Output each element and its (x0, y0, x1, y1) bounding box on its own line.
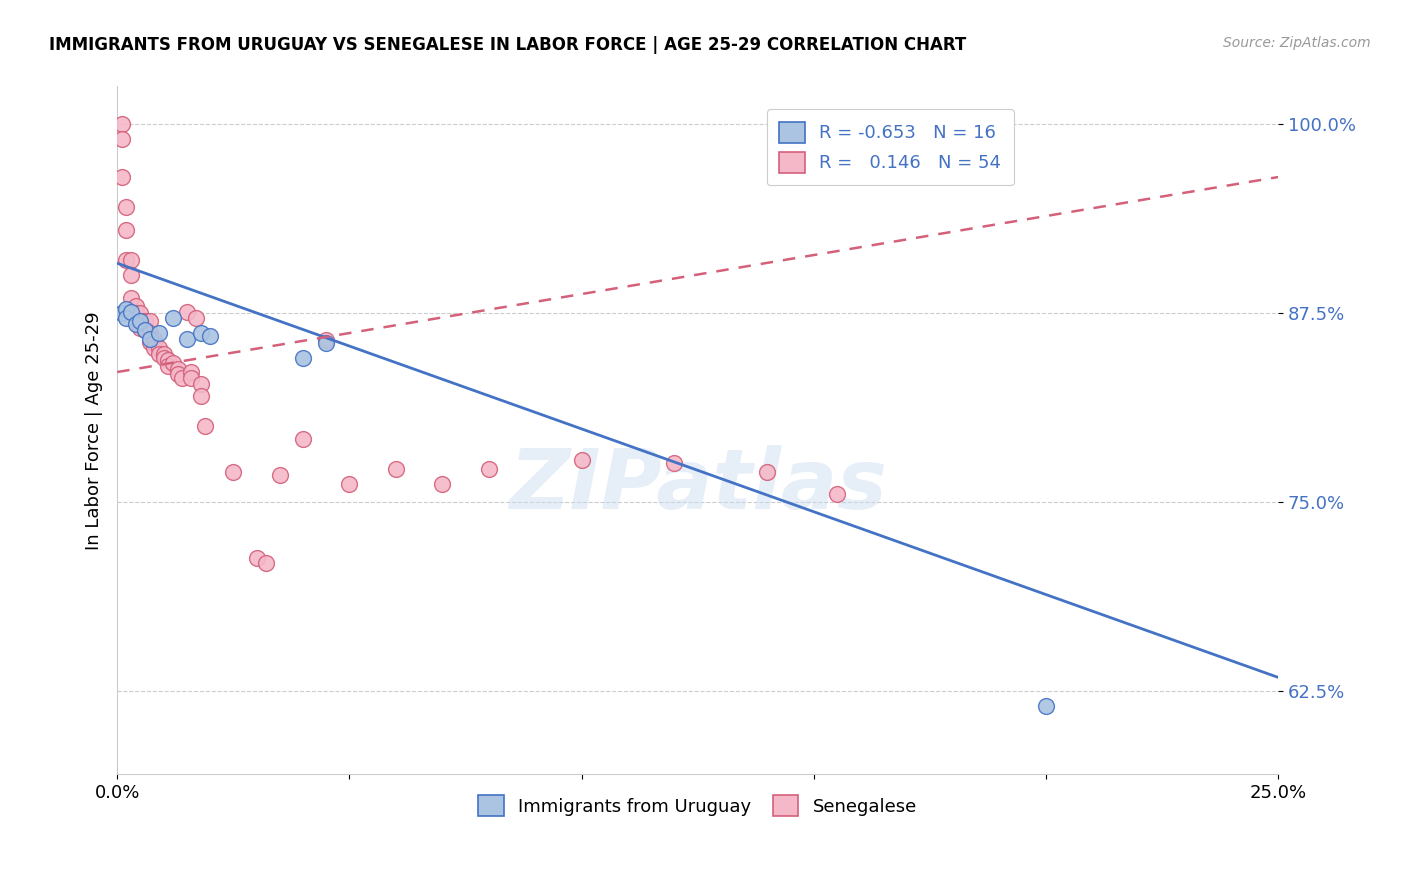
Point (115, 200, 138, 214)
Text: Source: ZipAtlas.com: Source: ZipAtlas.com (1223, 36, 1371, 50)
Point (190, 389, 212, 403)
Point (125, 306, 148, 320)
Point (125, 313, 148, 327)
Point (291, 432, 314, 446)
Point (315, 336, 337, 351)
Point (1035, 699, 1057, 714)
Y-axis label: In Labor Force | Age 25-29: In Labor Force | Age 25-29 (86, 311, 103, 549)
Point (129, 306, 152, 320)
Point (180, 365, 202, 379)
Point (432, 476, 454, 491)
Point (315, 334, 337, 348)
Point (115, 223, 138, 237)
Point (138, 334, 160, 349)
Point (157, 359, 180, 373)
Point (115, 301, 138, 316)
Point (162, 310, 184, 325)
Point (115, 310, 138, 325)
Point (254, 556, 277, 570)
Point (111, 306, 134, 320)
Point (148, 347, 170, 361)
Point (134, 313, 156, 327)
Point (143, 336, 166, 351)
Point (172, 371, 194, 385)
Point (152, 351, 174, 366)
Text: ZIPatlas: ZIPatlas (509, 445, 887, 525)
Point (245, 551, 267, 566)
Point (111, 117, 134, 131)
Point (129, 313, 152, 327)
Point (111, 169, 134, 184)
Point (120, 291, 142, 305)
Point (120, 253, 142, 268)
Point (166, 362, 188, 376)
Point (115, 253, 138, 268)
Point (291, 351, 314, 366)
Point (222, 465, 245, 479)
Point (125, 317, 148, 331)
Point (125, 299, 148, 313)
Point (143, 332, 166, 346)
Point (111, 132, 134, 146)
Text: IMMIGRANTS FROM URUGUAY VS SENEGALESE IN LABOR FORCE | AGE 25-29 CORRELATION CHA: IMMIGRANTS FROM URUGUAY VS SENEGALESE IN… (49, 36, 966, 54)
Point (756, 465, 779, 479)
Point (129, 321, 152, 335)
Point (134, 323, 156, 337)
Point (198, 328, 221, 343)
Point (134, 323, 156, 337)
Point (571, 452, 593, 467)
Point (129, 313, 152, 327)
Point (138, 326, 160, 340)
Point (143, 341, 166, 355)
Point (190, 326, 212, 340)
Point (664, 456, 686, 470)
Point (162, 356, 184, 370)
Point (825, 487, 848, 501)
Point (184, 310, 207, 325)
Point (194, 419, 217, 434)
Point (120, 304, 142, 318)
Point (157, 353, 180, 368)
Point (120, 268, 142, 283)
Point (176, 332, 198, 346)
Point (138, 332, 160, 346)
Point (337, 476, 360, 491)
Point (148, 326, 170, 340)
Point (478, 462, 501, 476)
Point (152, 347, 174, 361)
Point (269, 467, 291, 482)
Legend: Immigrants from Uruguay, Senegalese: Immigrants from Uruguay, Senegalese (471, 789, 924, 823)
Point (138, 313, 160, 327)
Point (166, 367, 188, 381)
Point (385, 462, 408, 476)
Point (190, 377, 212, 392)
Point (148, 341, 170, 355)
Point (176, 304, 198, 318)
Point (180, 371, 202, 385)
